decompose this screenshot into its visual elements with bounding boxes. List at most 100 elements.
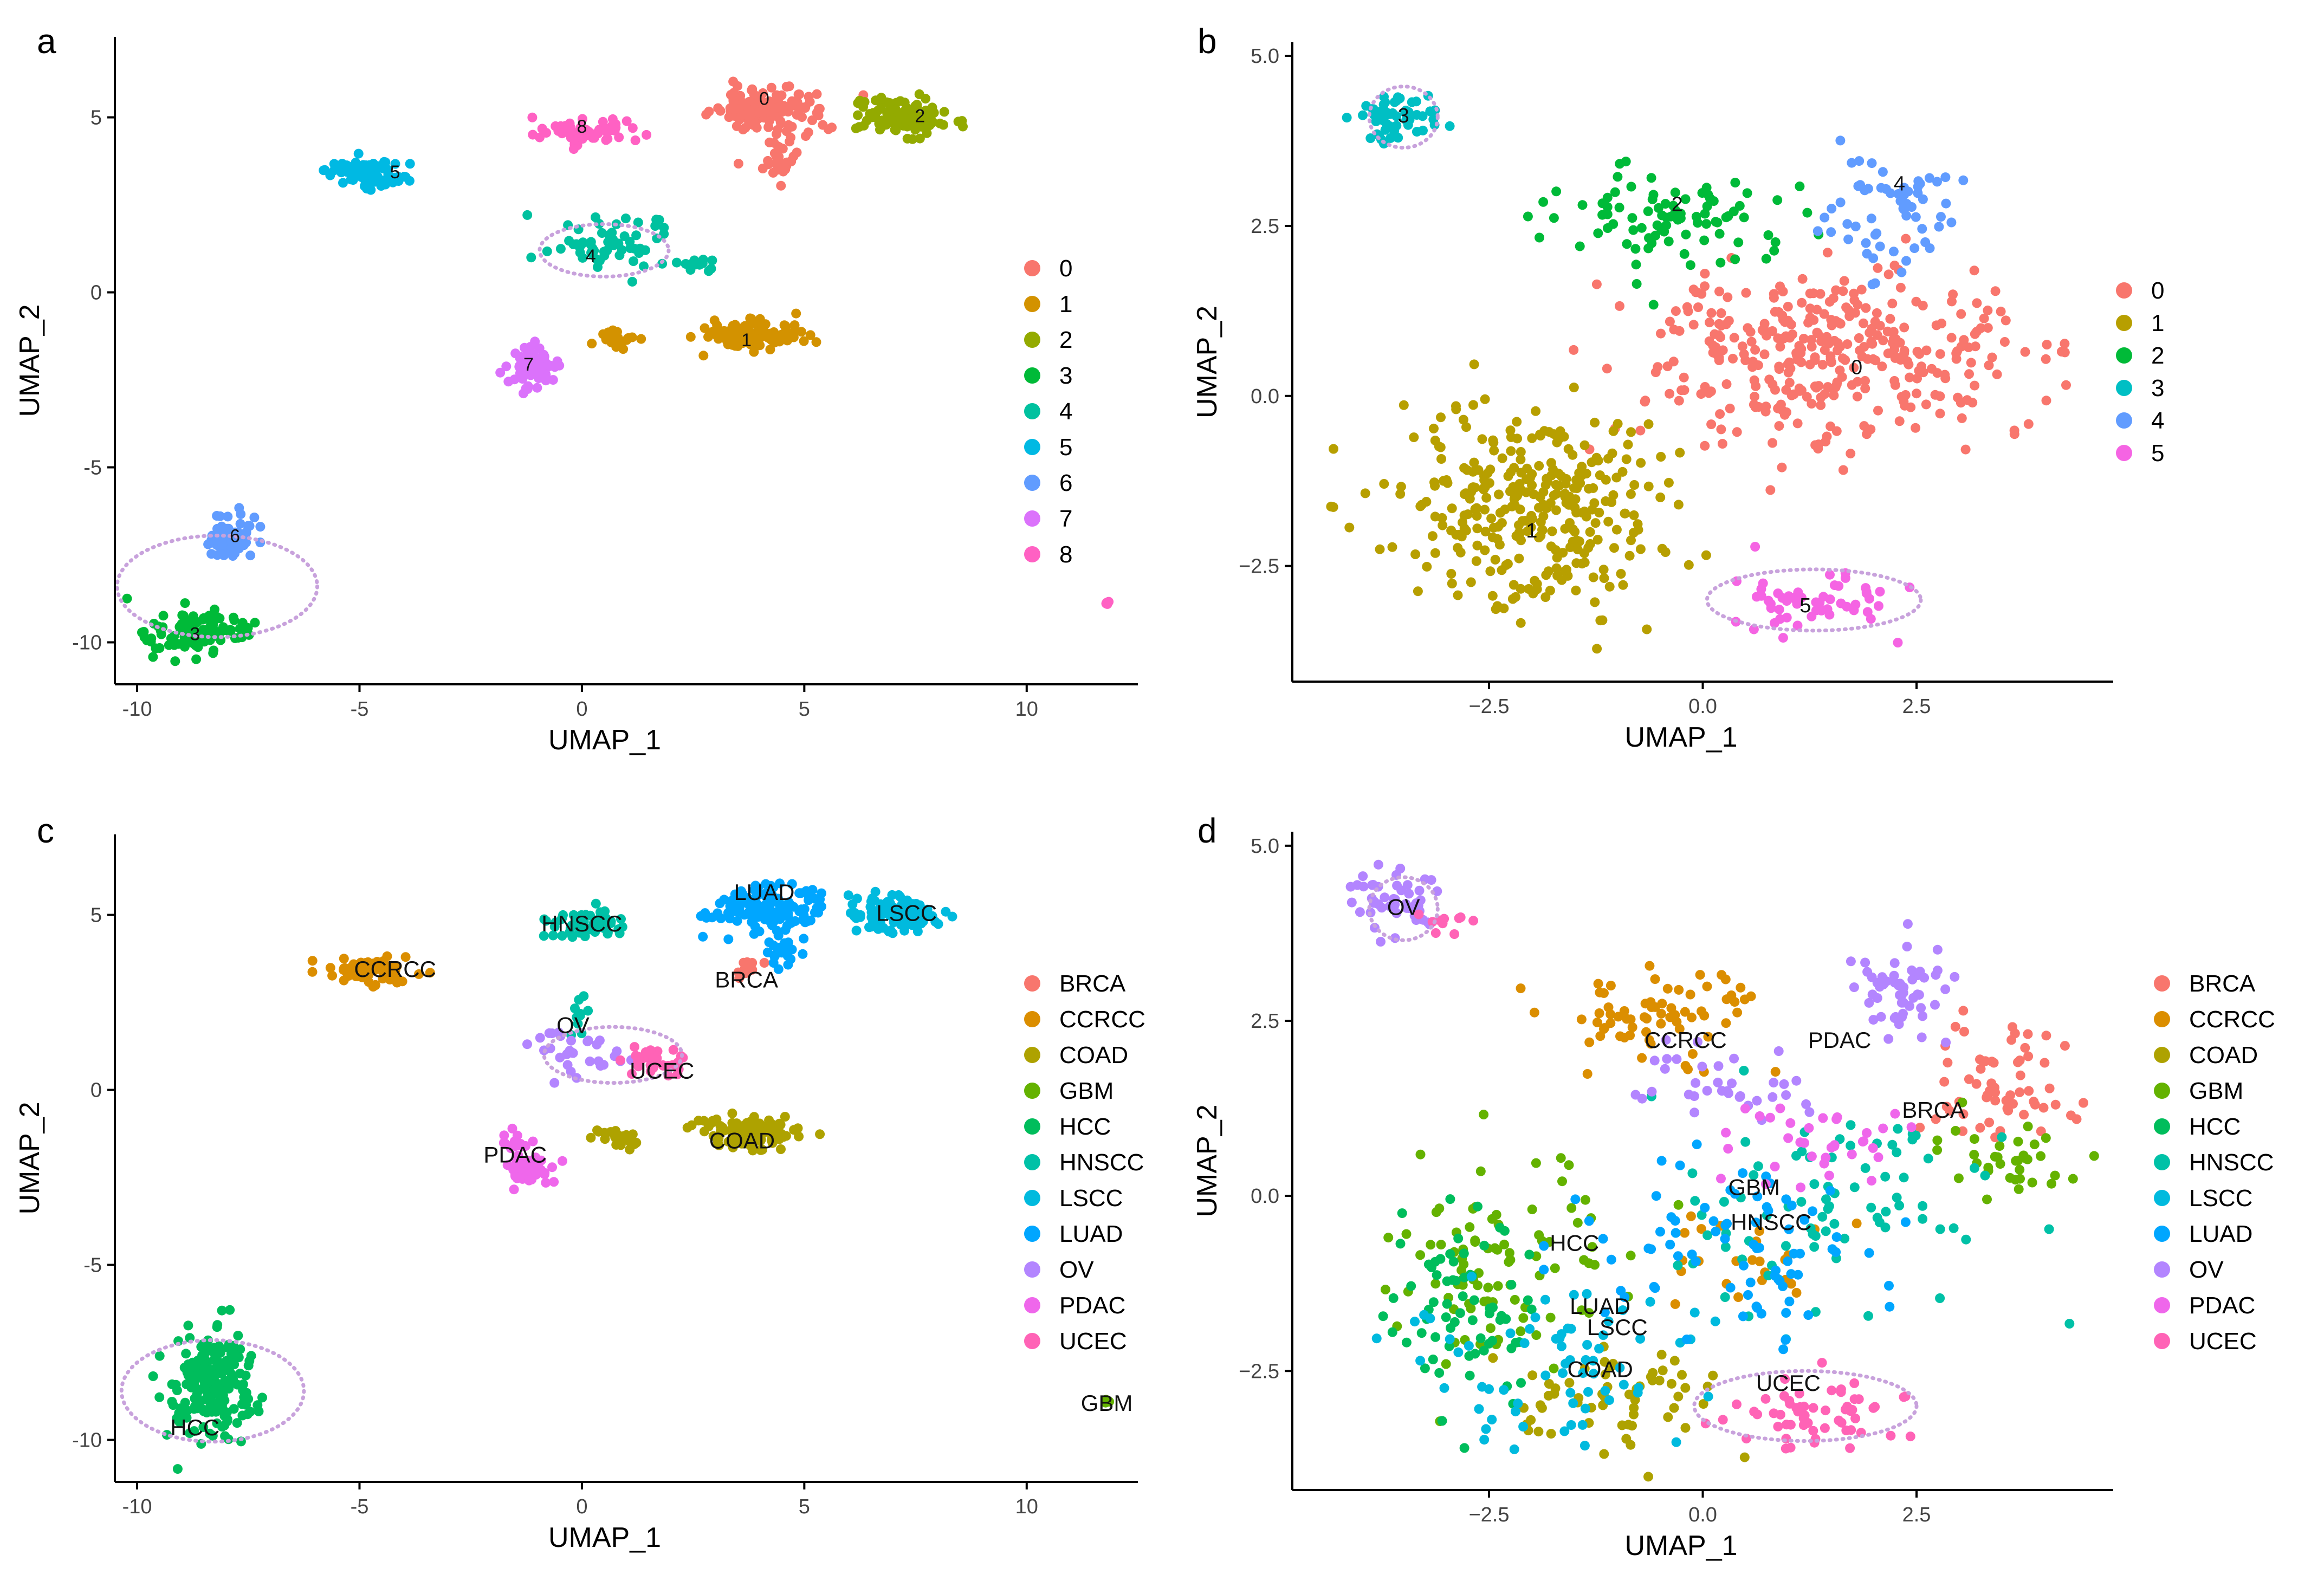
data-point — [1520, 516, 1530, 526]
data-point — [1815, 604, 1825, 614]
data-point — [1415, 1149, 1426, 1160]
data-point — [1782, 612, 1792, 623]
data-point — [182, 1413, 192, 1423]
data-point — [658, 1060, 668, 1071]
data-point — [1899, 396, 1909, 406]
legend-label: 1 — [2151, 310, 2164, 336]
data-point — [1713, 1061, 1724, 1071]
data-point — [1662, 1054, 1672, 1064]
cluster-label: 2 — [915, 106, 925, 127]
data-point — [1761, 1171, 1771, 1182]
data-point — [1728, 353, 1738, 364]
data-point — [205, 1402, 215, 1413]
data-point — [1670, 1299, 1680, 1309]
data-point — [1846, 1425, 1856, 1435]
data-point — [2061, 380, 2071, 390]
data-point — [1516, 455, 1526, 465]
data-point — [1459, 1259, 1469, 1269]
data-point — [2015, 1087, 2025, 1097]
data-point — [772, 90, 782, 100]
data-point — [812, 108, 822, 118]
data-point — [2009, 425, 2019, 436]
data-point — [1414, 909, 1424, 919]
data-point — [1521, 487, 1531, 497]
data-point — [228, 612, 238, 623]
cluster-label: 4 — [1894, 173, 1905, 196]
data-point — [1480, 545, 1490, 555]
data-point — [1511, 531, 1522, 541]
series-UCEC — [1414, 909, 1915, 1454]
data-point — [899, 925, 910, 936]
data-point — [1716, 332, 1726, 342]
data-point — [1854, 156, 1865, 166]
data-point — [509, 1184, 519, 1195]
data-point — [1810, 1307, 1821, 1317]
data-point — [236, 509, 246, 519]
data-point — [1761, 401, 1771, 412]
data-point — [1721, 1018, 1731, 1028]
data-point — [616, 914, 626, 924]
legend-label: 5 — [2151, 440, 2164, 467]
data-point — [627, 1129, 638, 1139]
data-point — [1913, 188, 1923, 198]
data-point — [1672, 1054, 1682, 1064]
data-point — [255, 522, 266, 532]
data-point — [175, 1403, 185, 1414]
data-point — [1807, 1151, 1817, 1162]
data-point — [1570, 527, 1580, 537]
data-point — [1566, 1420, 1576, 1430]
data-point — [1663, 1412, 1673, 1422]
data-point — [1501, 1314, 1511, 1324]
data-point — [1585, 527, 1595, 537]
data-point — [1778, 633, 1788, 643]
data-point — [1355, 907, 1365, 917]
data-point — [2015, 1070, 2025, 1080]
data-point — [1999, 337, 2010, 347]
data-point — [1893, 638, 1903, 647]
data-point — [530, 362, 541, 373]
data-point — [1985, 1086, 1995, 1096]
data-point — [1445, 121, 1455, 131]
data-point — [1401, 1337, 1412, 1348]
data-point — [1805, 288, 1815, 299]
data-point — [1465, 1370, 1475, 1381]
data-point — [1379, 479, 1389, 489]
data-point — [1459, 489, 1470, 500]
data-point — [1721, 994, 1732, 1005]
data-point — [763, 156, 773, 166]
data-point — [1514, 479, 1525, 489]
data-point — [1901, 256, 1911, 266]
data-point — [1784, 1224, 1794, 1234]
data-point — [1970, 329, 1980, 339]
data-point — [603, 929, 613, 939]
data-point — [1660, 199, 1671, 209]
data-point — [1565, 1388, 1576, 1398]
data-point — [1609, 543, 1619, 553]
legend-swatch — [2116, 315, 2132, 331]
data-point — [1607, 497, 1617, 507]
data-point — [1808, 1403, 1818, 1413]
data-point — [501, 361, 512, 372]
data-point — [594, 219, 604, 229]
data-point — [1738, 1168, 1748, 1178]
data-point — [1500, 504, 1510, 515]
data-point — [1860, 185, 1870, 196]
legend-label: LUAD — [2189, 1221, 2252, 1247]
data-point — [853, 110, 863, 120]
data-point — [1793, 1269, 1803, 1280]
series-CCRCC — [307, 951, 435, 992]
data-point — [1397, 1208, 1407, 1219]
data-point — [1430, 511, 1440, 522]
data-point — [827, 122, 837, 133]
data-point — [1862, 354, 1873, 364]
data-point — [1802, 392, 1812, 402]
data-point — [1481, 1424, 1491, 1434]
data-point — [212, 1322, 222, 1332]
data-point — [1649, 1055, 1660, 1066]
data-point — [1499, 1226, 1510, 1236]
data-point — [1659, 226, 1669, 237]
data-point — [1539, 426, 1550, 436]
data-point — [1427, 531, 1438, 541]
legend-label: 0 — [2151, 277, 2164, 304]
data-point — [734, 104, 744, 114]
